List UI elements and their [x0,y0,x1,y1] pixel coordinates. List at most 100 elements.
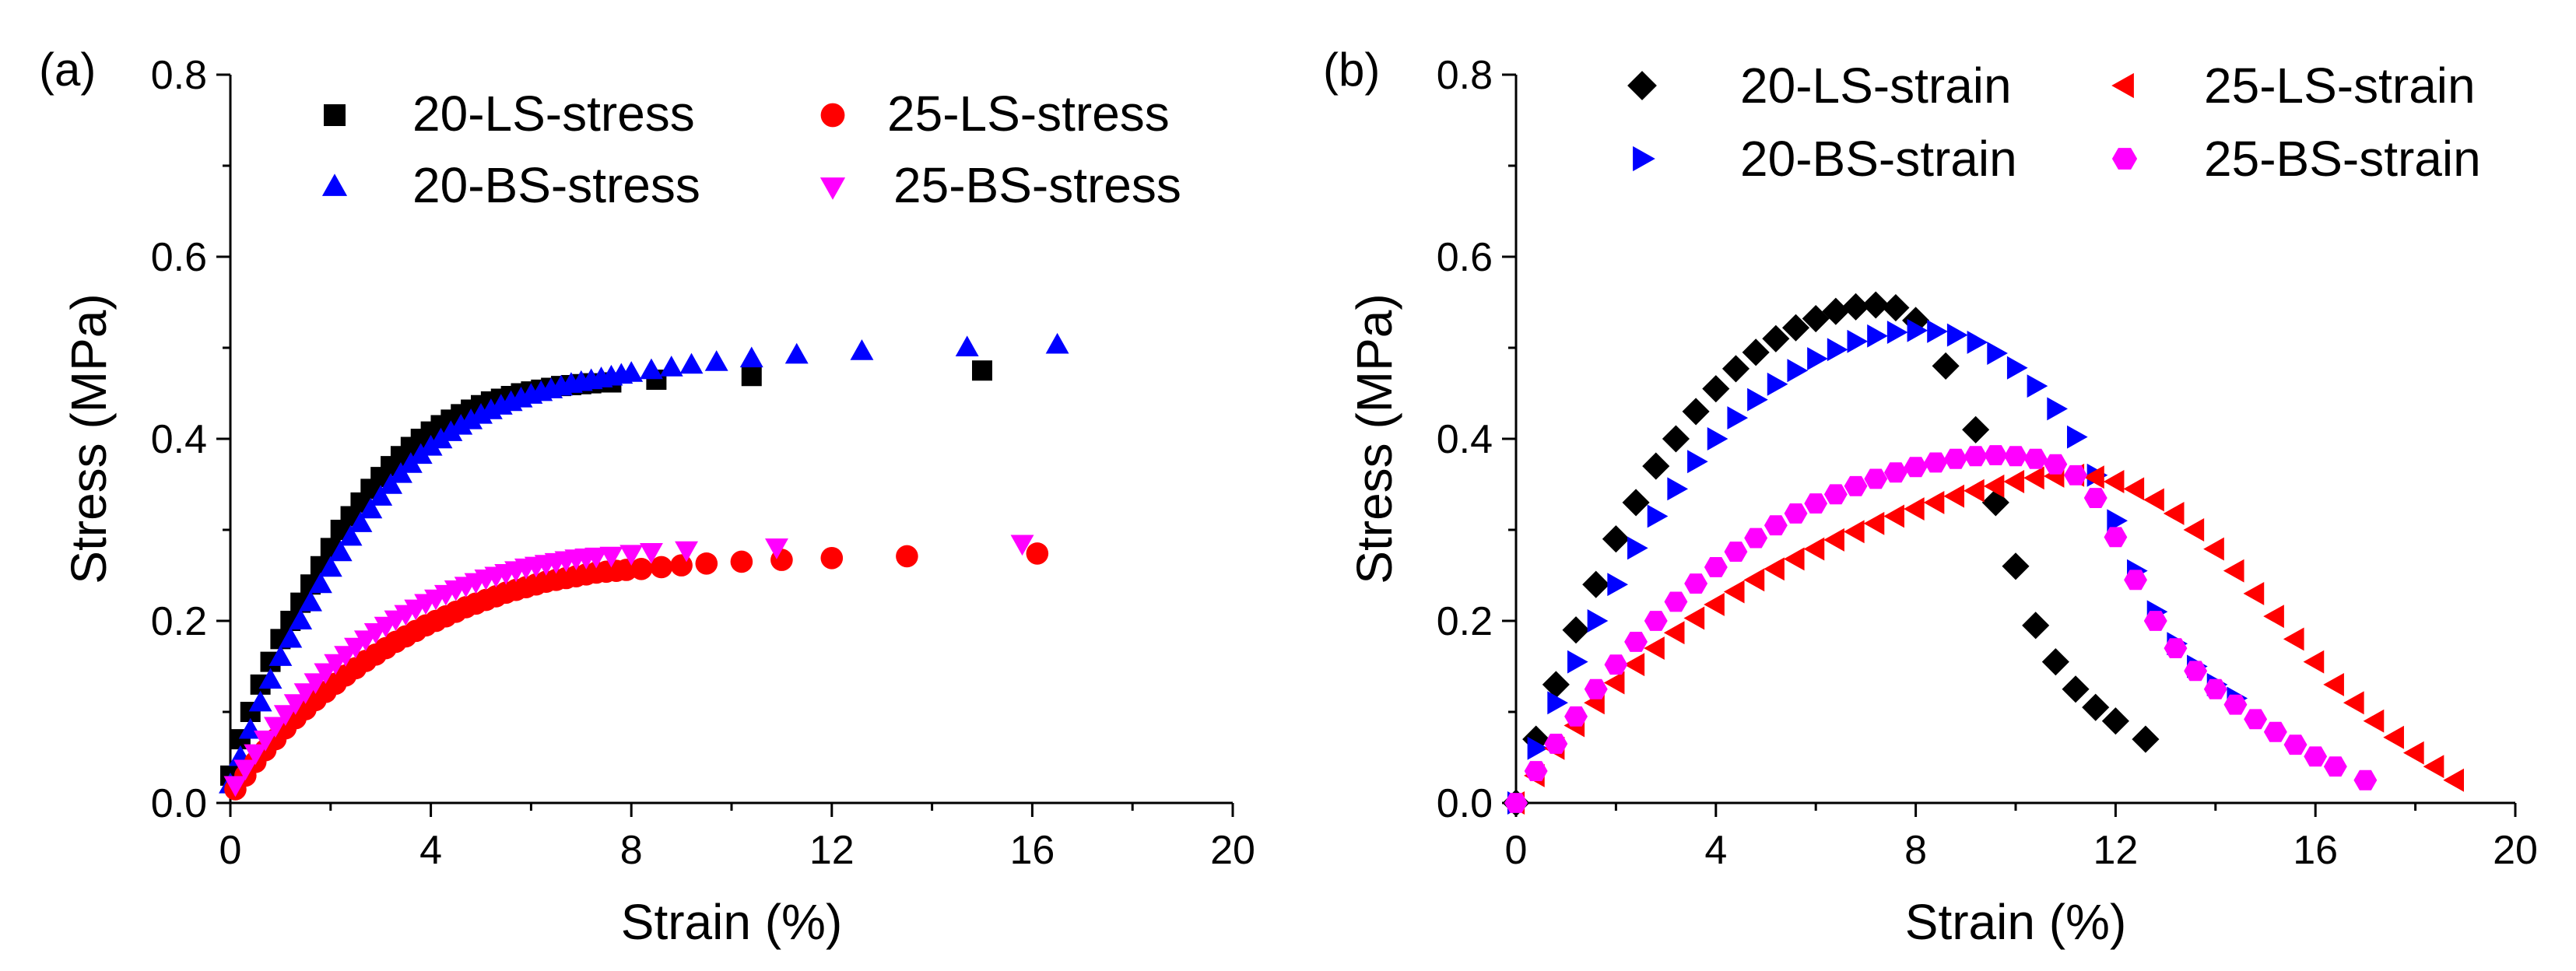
data-point [1527,736,1549,760]
data-point [429,427,453,449]
data-point [1587,609,1609,633]
data-point [1844,475,1868,496]
legend-label: 25-BS-stress [893,157,1181,213]
data-point [304,673,328,694]
data-point [1687,450,1708,474]
data-point [1904,457,1928,478]
data-point [299,591,322,612]
data-point [2044,454,2068,475]
data-point [1882,293,1910,322]
data-point [1884,462,1907,483]
data-point [2023,466,2044,490]
data-point [2083,465,2104,489]
data-point [640,358,663,380]
data-point [1967,331,1988,354]
data-point [1983,474,2005,498]
y-tick-label: 0.2 [151,599,207,644]
data-point [2047,397,2068,421]
legend-label: 20-BS-stress [412,157,700,213]
data-point [659,356,683,377]
data-point [784,342,809,364]
legend-label: 25-LS-stress [887,86,1170,142]
data-point [1864,468,1888,489]
data-point [1862,291,1890,319]
data-point [2223,694,2248,715]
data-point [314,663,338,685]
data-point [1927,319,1948,343]
data-point [1907,318,1928,342]
x-tick-label: 4 [419,828,442,873]
x-tick-label: 0 [219,828,242,873]
data-point [1886,321,1908,345]
y-tick-label: 0.6 [151,235,207,280]
data-point [318,556,342,577]
data-point [2223,559,2244,583]
data-point [1547,691,1568,715]
y-axis-title: Stress (MPa) [61,293,117,584]
data-point [1663,621,1685,645]
data-point [1682,398,1710,426]
data-point [283,694,307,715]
data-point [1607,573,1628,597]
data-point [2283,734,2308,755]
data-point [1783,547,1805,571]
y-tick-label: 0.4 [151,417,207,462]
data-point [1802,305,1830,333]
data-point [650,556,673,579]
data-point [1842,293,1870,321]
data-point [1764,515,1788,536]
data-point [1727,406,1749,430]
data-point [2143,488,2164,512]
data-point [2353,769,2378,790]
data-point [1923,490,1945,514]
data-point [1762,324,1790,352]
y-tick-label: 0.0 [151,781,207,826]
x-tick-label: 12 [2093,828,2138,873]
data-point [1807,347,1828,370]
data-point [1624,632,1648,652]
data-point [1944,448,1967,469]
data-point [2163,501,2185,525]
chart-panel-b: 0 4 8 12 16 20 0.0 0.2 0.4 0.6 0.8 Strain (%) Stress… [1323,44,2538,950]
data-point [1804,493,1828,514]
data-point [379,473,403,494]
data-point [2023,448,2048,469]
data-point [2363,709,2385,733]
data-point [2164,638,2188,658]
legend-marker [819,177,846,200]
data-point [850,339,874,360]
data-point [630,558,653,580]
data-point [244,744,268,766]
data-point [2104,527,2128,548]
series-25-BS-strain [1504,445,2378,813]
series-20-BS-stress [219,332,1069,794]
data-point [2082,693,2110,721]
data-point [1582,570,1610,598]
data-point [972,360,992,381]
x-tick-label: 20 [1210,828,1255,873]
legend-marker [1627,71,1657,100]
data-point [2027,374,2048,398]
data-point [2323,756,2347,777]
data-point [2343,691,2364,715]
data-point [258,668,283,689]
data-point [1823,528,1844,552]
legend-marker [1633,145,1655,172]
data-point [439,420,463,441]
data-point [1902,307,1930,335]
data-point [2383,725,2404,749]
legend-label: 20-LS-stress [412,86,695,142]
data-point [2064,464,2087,486]
data-point [2006,356,2028,380]
chart-panel-a: 0 4 8 12 16 20 0.0 0.2 0.4 0.6 0.8 Strain (%) Stress… [39,44,1255,950]
data-point [2003,470,2025,493]
data-point [1504,793,1528,813]
data-point [2022,612,2050,640]
data-point [1623,653,1645,677]
x-tick-label: 0 [1505,828,1528,873]
data-point [1644,636,1665,661]
data-point [2041,648,2069,676]
data-point [2304,746,2328,767]
data-point [1883,504,1904,528]
x-tick-label: 8 [1904,828,1927,873]
